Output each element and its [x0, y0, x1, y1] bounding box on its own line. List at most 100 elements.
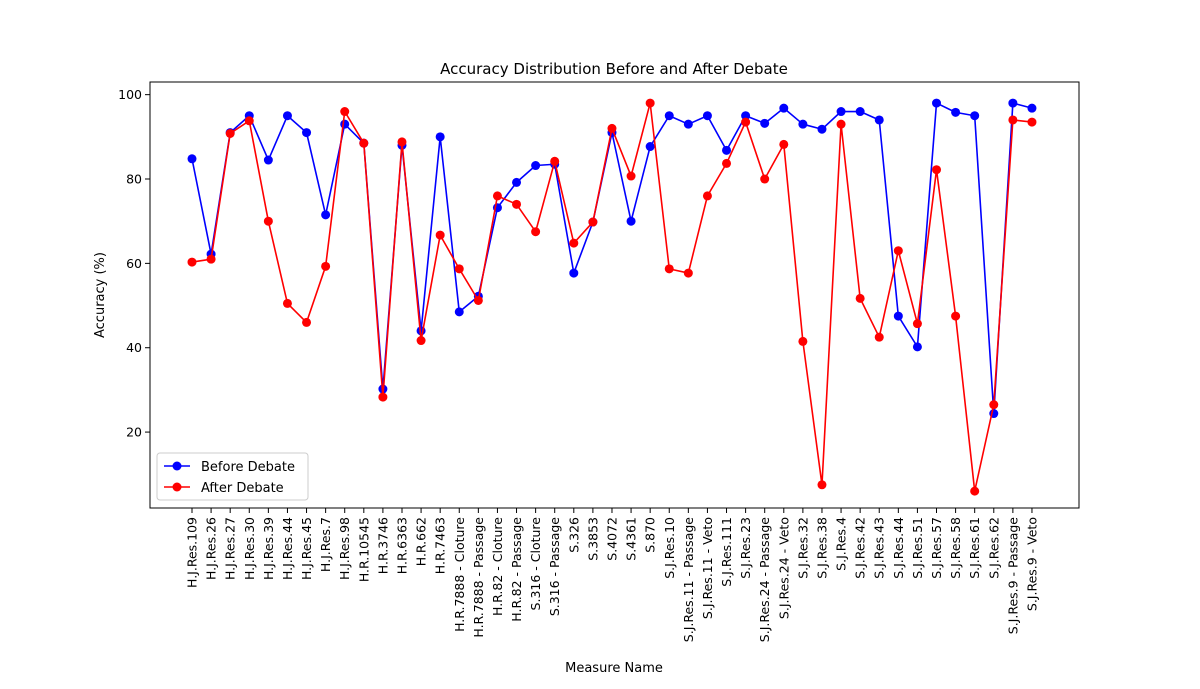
x-tick-label: H.J.Res.109 — [185, 517, 200, 588]
plot-frame — [149, 81, 1080, 509]
data-point-before — [970, 111, 980, 121]
data-point-after — [932, 165, 942, 175]
data-point-after — [855, 293, 865, 303]
data-point-before — [187, 154, 197, 164]
data-point-before — [321, 210, 331, 220]
data-point-before — [722, 145, 732, 155]
data-point-after — [244, 116, 254, 126]
data-point-after — [702, 191, 712, 201]
x-tick-label: H.R.7888 - Cloture — [452, 517, 467, 632]
data-point-before — [893, 311, 903, 321]
data-point-after — [1027, 117, 1037, 127]
data-point-before — [531, 161, 541, 171]
legend-label-before: Before Debate — [201, 460, 295, 475]
data-point-after — [912, 319, 922, 329]
data-point-after — [817, 480, 827, 490]
legend: Before Debate After Debate — [156, 452, 309, 501]
x-tick-label: S.326 — [566, 517, 581, 553]
x-tick-label: S.J.Res.43 — [872, 517, 887, 579]
data-point-before — [874, 115, 884, 125]
data-point-after — [263, 216, 273, 226]
x-tick-label: S.J.Res.62 — [986, 517, 1001, 579]
data-point-before — [1027, 103, 1037, 113]
data-point-after — [321, 261, 331, 271]
x-axis-label: Measure Name — [565, 661, 663, 676]
x-tick-label: S.J.Res.57 — [929, 517, 944, 579]
x-tick-label: S.J.Res.24 - Veto — [776, 517, 791, 619]
x-tick-label: S.J.Res.44 — [891, 517, 906, 579]
data-point-after — [302, 317, 312, 327]
data-point-after — [607, 123, 617, 133]
x-tick-label: H.J.Res.30 — [242, 517, 257, 580]
x-tick-label: S.J.Res.32 — [795, 517, 810, 579]
data-point-before — [741, 111, 751, 121]
data-point-before — [263, 155, 273, 165]
x-tick-label: S.J.Res.11 - Passage — [681, 517, 696, 642]
x-tick-label: H.R.82 - Cloture — [490, 517, 505, 616]
data-point-after — [187, 257, 197, 267]
data-point-before — [817, 124, 827, 134]
data-point-after — [492, 191, 502, 201]
data-point-after — [454, 264, 464, 274]
data-point-after — [225, 128, 235, 138]
y-tick-label: 20 — [126, 425, 142, 440]
data-point-before — [932, 98, 942, 108]
x-tick-label: S.J.Res.58 — [948, 517, 963, 579]
data-point-before — [569, 268, 579, 278]
legend-box — [156, 452, 309, 501]
x-tick-label: S.J.Res.24 - Passage — [757, 517, 772, 642]
x-tick-label: S.4361 — [624, 517, 639, 561]
data-point-after — [664, 264, 674, 274]
data-point-after — [531, 227, 541, 237]
data-point-after — [550, 156, 560, 166]
legend-marker-before — [172, 461, 182, 471]
x-tick-label: H.J.Res.27 — [223, 517, 238, 580]
data-point-after — [1008, 115, 1018, 125]
chart-title: Accuracy Distribution Before and After D… — [440, 60, 788, 78]
x-tick-label: S.J.Res.23 — [738, 517, 753, 579]
data-point-after — [798, 336, 808, 346]
data-point-after — [874, 332, 884, 342]
data-point-after — [626, 171, 636, 181]
data-point-before — [454, 307, 464, 317]
plot-area: 20 40 60 80 100 H.J.Res.109 H.J.Res.26 H.J.Res.… — [118, 87, 1039, 642]
data-point-before — [912, 342, 922, 352]
data-point-after — [760, 174, 770, 184]
data-point-after — [569, 238, 579, 248]
x-tick-label: S.J.Res.4 — [834, 517, 849, 571]
y-tick-label: 60 — [126, 256, 142, 271]
data-point-after — [722, 158, 732, 168]
y-tick-label: 40 — [126, 340, 142, 355]
data-point-after — [282, 298, 292, 308]
data-point-after — [473, 295, 483, 305]
data-point-before — [302, 128, 312, 138]
data-point-before — [683, 119, 693, 129]
x-tick-label: H.R.7888 - Passage — [471, 517, 486, 638]
data-point-after — [741, 117, 751, 127]
x-tick-label: S.316 - Cloture — [528, 517, 543, 611]
data-point-after — [397, 137, 407, 147]
data-point-before — [340, 119, 350, 129]
x-tick-label: H.J.Res.44 — [280, 517, 295, 580]
data-point-before — [1008, 98, 1018, 108]
x-tick-label: S.J.Res.10 — [662, 517, 677, 579]
data-point-after — [951, 311, 961, 321]
data-point-after — [836, 119, 846, 129]
x-tick-label: H.J.Res.39 — [261, 517, 276, 580]
data-point-before — [435, 132, 445, 142]
data-point-after — [645, 98, 655, 108]
x-tick-label: S.J.Res.11 - Veto — [700, 517, 715, 619]
data-point-after — [206, 254, 216, 264]
x-tick-label: S.J.Res.38 — [814, 517, 829, 579]
x-tick-label: S.316 - Passage — [547, 517, 562, 616]
data-point-before — [798, 119, 808, 129]
x-tick-label: H.R.10545 — [356, 517, 371, 582]
legend-label-after: After Debate — [201, 481, 284, 496]
data-point-before — [779, 103, 789, 113]
data-point-before — [645, 142, 655, 152]
legend-marker-after — [172, 482, 182, 492]
data-point-after — [970, 486, 980, 496]
data-point-before — [282, 111, 292, 121]
